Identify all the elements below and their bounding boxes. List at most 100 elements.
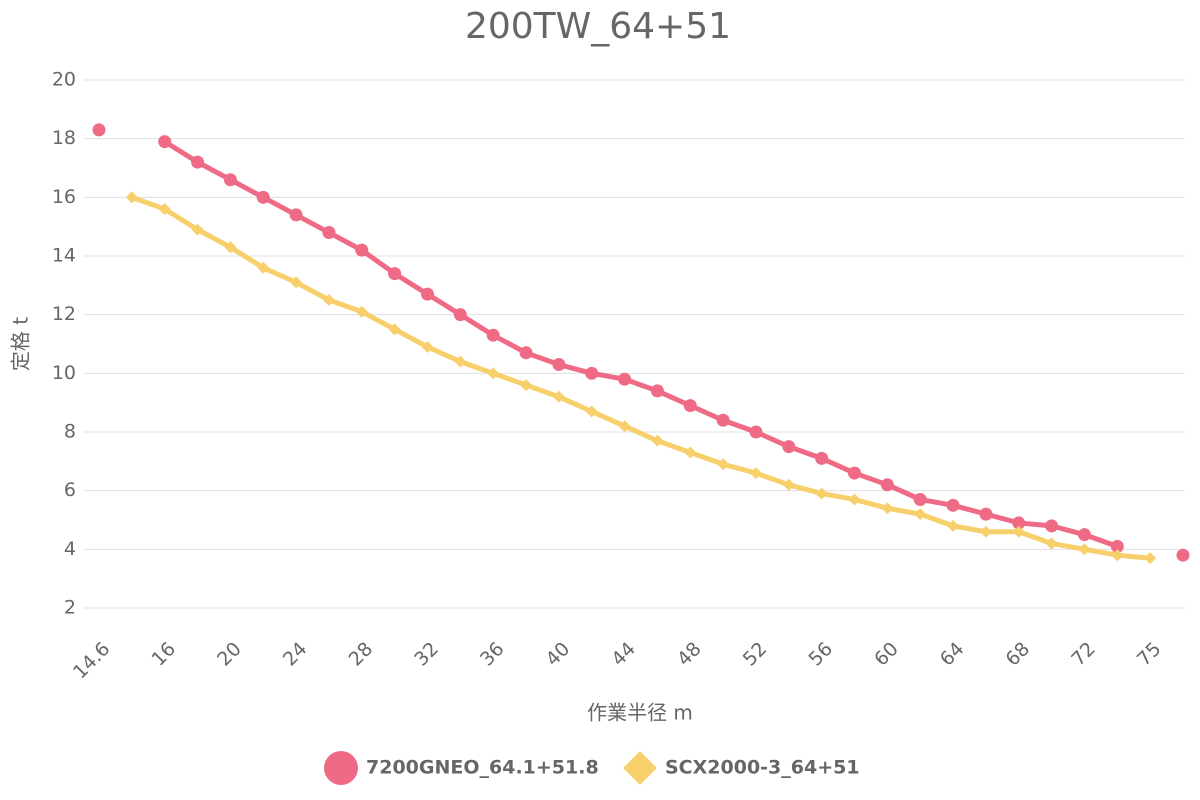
data-point bbox=[454, 355, 467, 368]
data-point bbox=[355, 243, 369, 257]
x-tick-label: 16 bbox=[147, 638, 180, 671]
data-point bbox=[290, 276, 303, 289]
data-point bbox=[880, 478, 894, 492]
data-point bbox=[158, 203, 171, 216]
y-tick-label: 6 bbox=[64, 479, 76, 501]
data-point bbox=[224, 241, 237, 254]
x-tick-label: 36 bbox=[476, 638, 509, 671]
data-point bbox=[388, 323, 401, 336]
series-line bbox=[165, 142, 1183, 556]
data-point bbox=[947, 519, 960, 532]
data-point bbox=[453, 308, 467, 322]
legend-label: 7200GNEO_64.1+51.8 bbox=[366, 757, 599, 779]
data-point bbox=[1012, 525, 1025, 538]
data-point bbox=[487, 367, 500, 380]
y-tick-label: 20 bbox=[52, 69, 76, 91]
y-tick-label: 12 bbox=[52, 303, 76, 325]
data-point bbox=[881, 502, 894, 515]
x-tick-label: 44 bbox=[607, 638, 640, 671]
x-tick-label: 72 bbox=[1067, 638, 1100, 671]
data-point bbox=[520, 379, 533, 392]
data-point bbox=[125, 191, 138, 204]
y-axis-label: 定格 t bbox=[9, 317, 33, 371]
data-point bbox=[848, 493, 861, 506]
x-tick-label: 32 bbox=[410, 638, 443, 671]
x-tick-label: 14.6 bbox=[69, 638, 114, 683]
data-point bbox=[92, 123, 106, 137]
data-point bbox=[1110, 539, 1124, 553]
y-tick-label: 4 bbox=[64, 538, 76, 560]
x-axis-label: 作業半径 m bbox=[587, 701, 693, 725]
data-point bbox=[421, 340, 434, 353]
x-tick-label: 52 bbox=[739, 638, 772, 671]
data-point bbox=[618, 372, 632, 386]
data-point bbox=[782, 478, 795, 491]
data-point bbox=[683, 399, 697, 413]
y-tick-label: 18 bbox=[52, 127, 76, 149]
x-tick-label: 68 bbox=[1002, 638, 1035, 671]
data-point bbox=[650, 384, 664, 398]
data-point bbox=[552, 390, 565, 403]
data-point bbox=[519, 346, 533, 360]
data-point bbox=[585, 366, 599, 380]
x-tick-label: 40 bbox=[542, 638, 575, 671]
data-point bbox=[191, 155, 205, 169]
x-tick-label: 48 bbox=[673, 638, 706, 671]
data-point bbox=[223, 173, 237, 187]
y-tick-label: 14 bbox=[52, 245, 76, 267]
data-point bbox=[946, 498, 960, 512]
data-point bbox=[749, 425, 763, 439]
data-point bbox=[322, 226, 336, 240]
data-point bbox=[388, 267, 402, 281]
chart-title: 200TW_64+51 bbox=[465, 6, 731, 47]
x-tick-label: 64 bbox=[936, 638, 969, 671]
data-point bbox=[1111, 549, 1124, 562]
data-point bbox=[1045, 519, 1059, 533]
x-tick-label: 20 bbox=[213, 638, 246, 671]
data-point bbox=[717, 458, 730, 471]
data-point bbox=[979, 525, 992, 538]
data-point bbox=[1045, 537, 1058, 550]
data-point bbox=[1176, 548, 1190, 562]
data-point bbox=[257, 261, 270, 274]
data-point bbox=[1012, 516, 1026, 530]
data-point bbox=[815, 487, 828, 500]
data-point bbox=[749, 467, 762, 480]
data-point bbox=[815, 451, 829, 465]
data-point bbox=[420, 287, 434, 301]
x-tick-label: 24 bbox=[279, 638, 312, 671]
data-point bbox=[913, 492, 927, 506]
y-tick-label: 2 bbox=[64, 597, 76, 619]
data-point bbox=[651, 434, 664, 447]
data-point bbox=[1077, 528, 1091, 542]
legend-marker bbox=[623, 751, 657, 785]
y-tick-label: 16 bbox=[52, 186, 76, 208]
data-point bbox=[848, 466, 862, 480]
x-tick-label: 28 bbox=[345, 638, 378, 671]
data-point bbox=[684, 446, 697, 459]
data-point bbox=[979, 507, 993, 521]
data-point bbox=[552, 358, 566, 372]
x-tick-label: 60 bbox=[870, 638, 903, 671]
data-point bbox=[716, 413, 730, 427]
legend-label: SCX2000-3_64+51 bbox=[665, 757, 860, 779]
data-point bbox=[158, 135, 172, 149]
data-point bbox=[618, 420, 631, 433]
data-point bbox=[585, 405, 598, 418]
legend-marker bbox=[324, 751, 358, 785]
data-point bbox=[1078, 543, 1091, 556]
data-point bbox=[289, 208, 303, 222]
data-point bbox=[256, 190, 270, 204]
data-point bbox=[782, 440, 796, 454]
data-point bbox=[1144, 552, 1157, 565]
y-tick-label: 8 bbox=[64, 421, 76, 443]
x-tick-label: 75 bbox=[1133, 638, 1166, 671]
data-point bbox=[322, 294, 335, 306]
data-point bbox=[914, 508, 927, 521]
y-tick-label: 10 bbox=[52, 362, 76, 384]
data-point bbox=[355, 305, 368, 318]
data-point bbox=[191, 223, 204, 236]
series-line bbox=[131, 194, 1151, 561]
data-point bbox=[486, 328, 500, 342]
